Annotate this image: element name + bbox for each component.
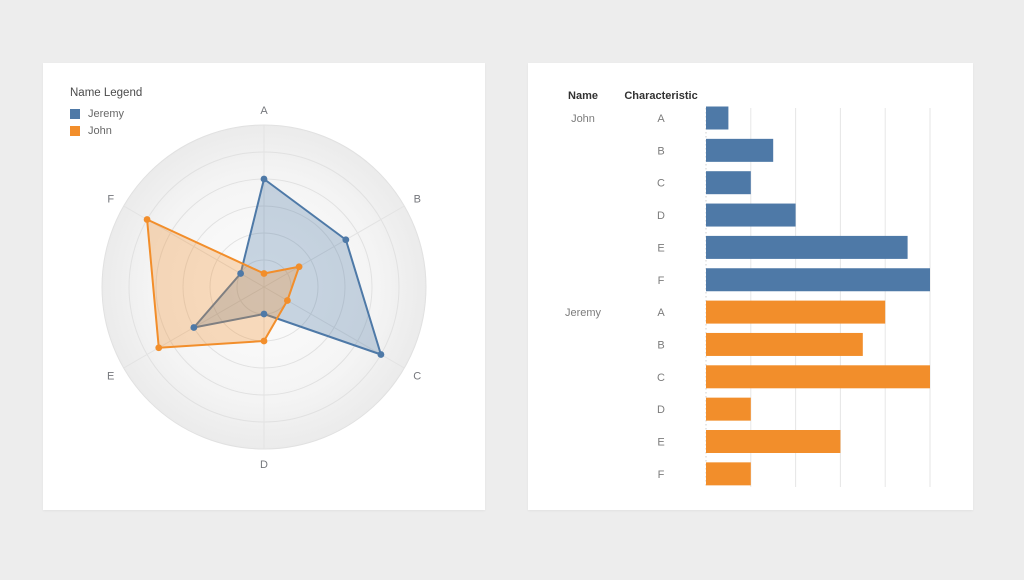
bar-john-a[interactable] [706,106,729,130]
bar-john-f[interactable] [706,268,930,292]
radar-point-jeremy-d[interactable] [260,310,268,318]
radar-axis-label-a: A [260,105,268,117]
legend-swatch-jeremy [70,109,80,119]
radar-axis-label-b: B [414,194,421,206]
bar-group-label-jeremy: Jeremy [565,307,602,319]
radar-point-john-f[interactable] [143,216,151,223]
bar-row-label-jeremy-d: D [657,404,665,416]
legend-item-john[interactable]: John [70,123,142,139]
radar-point-jeremy-b[interactable] [342,236,350,244]
bar-group-label-john: John [571,113,595,125]
radar-axis-label-f: F [107,194,114,206]
bar-row-label-john-c: C [657,178,665,190]
bar-jeremy-f[interactable] [706,462,751,486]
radar-point-john-b[interactable] [295,263,303,271]
legend-items: Jeremy John [70,106,142,139]
bar-john-e[interactable] [706,235,908,259]
radar-axis-label-d: D [260,459,268,471]
radar-legend: Name Legend Jeremy John [70,87,142,140]
bar-row-label-john-a: A [657,113,665,125]
radar-axis-label-e: E [107,371,114,383]
bar-row-label-john-e: E [657,242,664,254]
radar-point-john-d[interactable] [260,337,268,345]
radar-chart: A B C D E F [101,105,427,471]
radar-point-john-e[interactable] [155,344,163,352]
bar-row-label-john-d: D [657,210,665,222]
radar-chart-card: Name Legend Jeremy John A B C D E F [43,63,485,510]
bar-john-d[interactable] [706,203,796,227]
radar-axis-label-c: C [413,371,421,383]
bar-chart-card: Name Characteristic John A B C D E F Jeremy A B C D… [528,63,973,510]
legend-item-jeremy[interactable]: Jeremy [70,106,142,122]
radar-point-john-c[interactable] [283,297,291,304]
bar-row-label-john-b: B [657,145,664,157]
bar-jeremy-b[interactable] [706,332,863,356]
bar-jeremy-c[interactable] [706,365,930,389]
bar-row-label-john-f: F [658,275,665,287]
bar-row-label-jeremy-c: C [657,372,665,384]
radar-point-jeremy-a[interactable] [260,175,268,183]
radar-spoke [263,205,405,288]
legend-item-label: John [88,125,112,137]
bar-john-b[interactable] [706,138,774,162]
bar-row-label-jeremy-f: F [658,469,665,481]
radar-point-jeremy-c[interactable] [377,351,385,358]
legend-title: Name Legend [70,87,143,99]
bar-row-label-jeremy-e: E [657,437,664,449]
bar-john-c[interactable] [706,171,751,195]
characteristic-column-header: Characteristic [624,90,697,102]
bar-jeremy-d[interactable] [706,397,751,421]
bar-row-label-jeremy-a: A [657,307,665,319]
legend-swatch-john [70,126,80,136]
radar-point-john-a[interactable] [260,270,268,277]
bar-row-label-jeremy-b: B [657,339,664,351]
legend-item-label: Jeremy [88,108,125,120]
bar-chart: Name Characteristic John A B C D E F Jeremy A B C D… [565,90,931,487]
radar-point-jeremy-e[interactable] [190,324,198,331]
radar-point-jeremy-f[interactable] [237,270,245,277]
bar-jeremy-a[interactable] [706,300,886,324]
bar-jeremy-e[interactable] [706,430,841,453]
name-column-header: Name [568,90,598,102]
